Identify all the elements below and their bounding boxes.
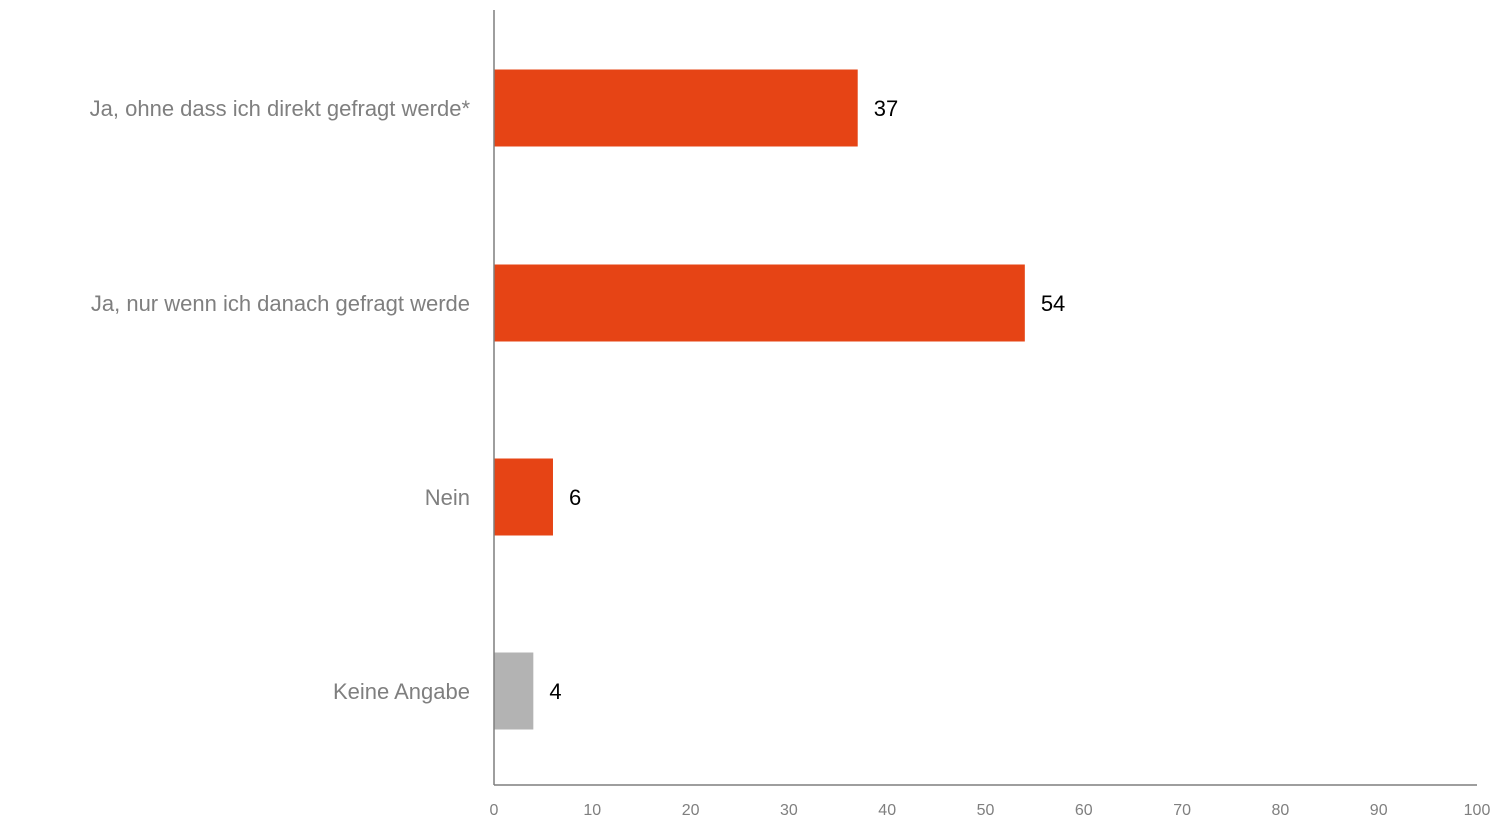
- category-label-3: Nein: [425, 485, 470, 510]
- x-tick-label-60: 60: [1075, 802, 1093, 819]
- x-tick-label-20: 20: [682, 802, 700, 819]
- x-tick-label-90: 90: [1370, 802, 1388, 819]
- x-tick-label-30: 30: [780, 802, 798, 819]
- value-label-3: 6: [569, 485, 581, 510]
- bar-3: [494, 458, 553, 536]
- category-label-1: Ja, ohne dass ich direkt gefragt werde*: [90, 96, 471, 121]
- category-labels-group: Ja, ohne dass ich direkt gefragt werde* J…: [90, 96, 471, 704]
- bar-1: [494, 69, 858, 147]
- value-labels-group: 37 54 6 4: [549, 96, 1065, 704]
- x-tick-label-10: 10: [583, 802, 601, 819]
- category-label-4: Keine Angabe: [333, 679, 470, 704]
- x-tick-label-40: 40: [878, 802, 896, 819]
- x-tick-label-80: 80: [1272, 802, 1290, 819]
- bar-4: [494, 652, 534, 730]
- x-tick-label-50: 50: [977, 802, 995, 819]
- x-tick-label-0: 0: [490, 802, 499, 819]
- value-label-4: 4: [549, 679, 561, 704]
- category-label-2: Ja, nur wenn ich danach gefragt werde: [91, 291, 470, 316]
- value-label-2: 54: [1041, 291, 1065, 316]
- value-label-1: 37: [874, 96, 898, 121]
- x-tick-label-100: 100: [1464, 802, 1491, 819]
- x-tick-labels-group: 0 10 20 30 40 50 60 70 80 90 100: [490, 802, 1491, 819]
- bars-group: [494, 69, 1025, 730]
- x-tick-label-70: 70: [1173, 802, 1191, 819]
- bar-2: [494, 264, 1025, 342]
